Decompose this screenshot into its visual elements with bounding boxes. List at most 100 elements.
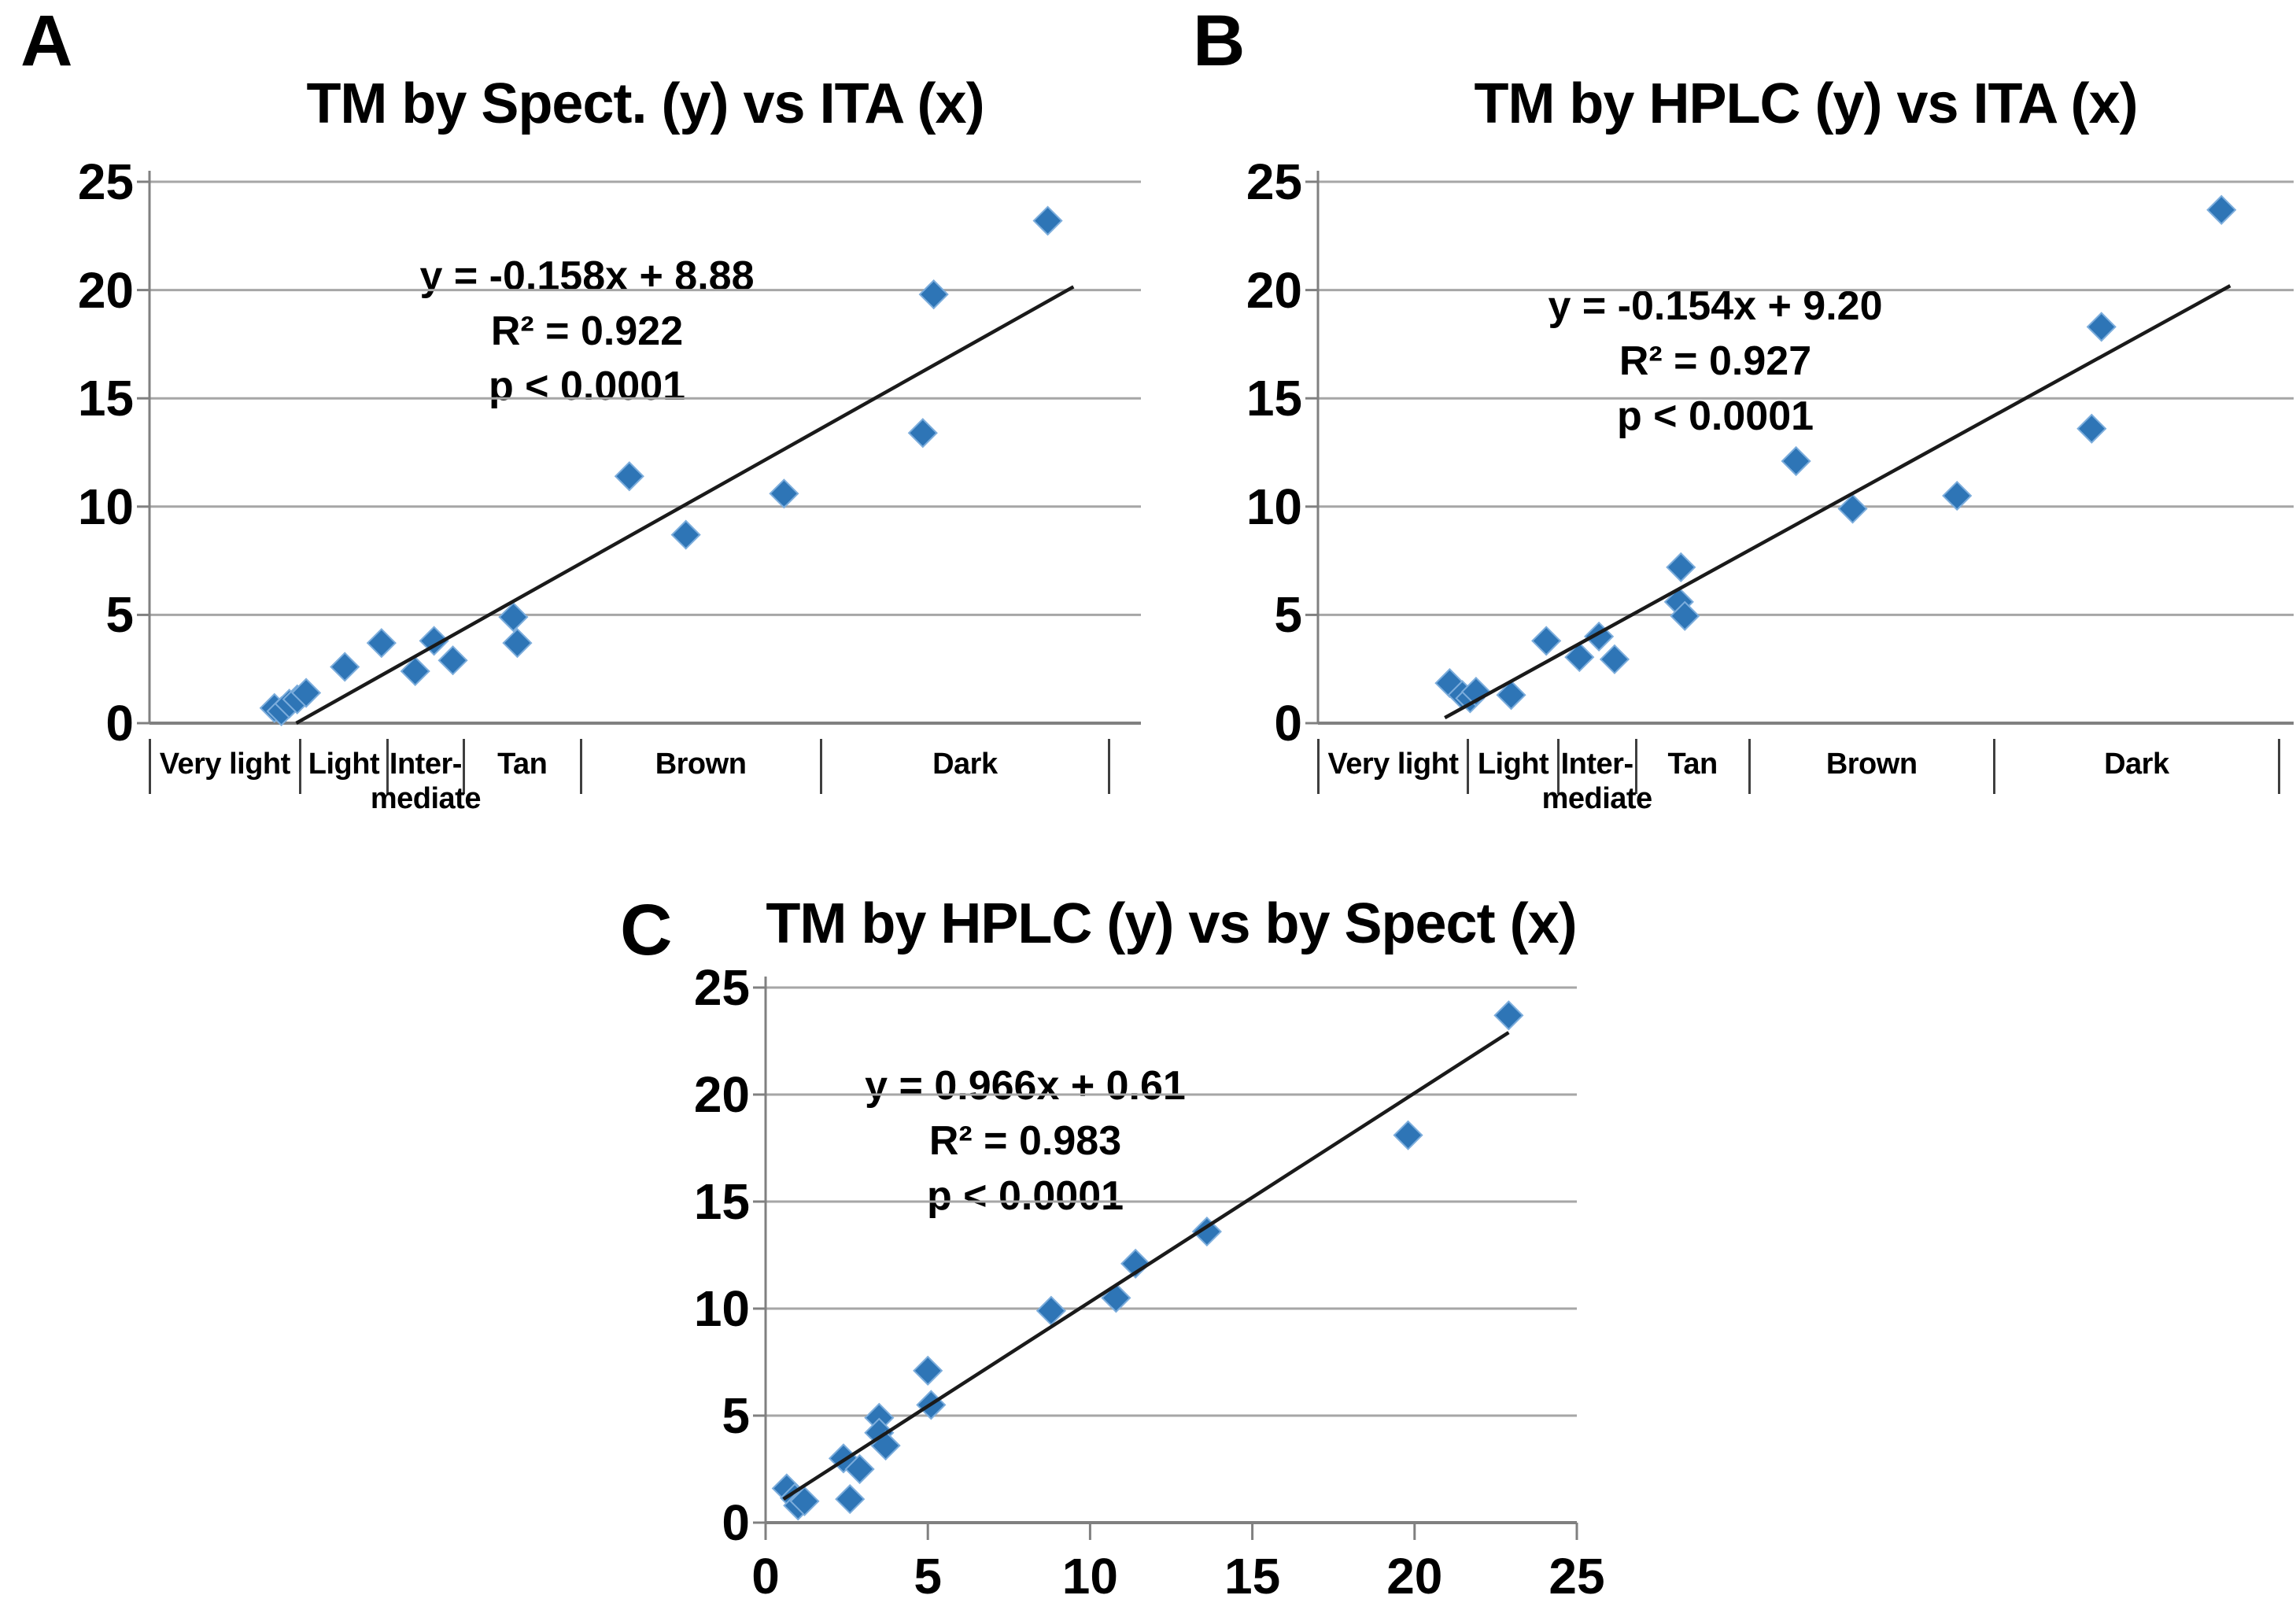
- y-axis-label: 10: [1246, 478, 1302, 535]
- x-category-label: Inter- mediate: [370, 748, 482, 815]
- data-point-marker: [1837, 493, 1868, 524]
- data-point-marker: [1781, 445, 1811, 477]
- chart-a-annotation: y = -0.158x + 8.88 R² = 0.922 p < 0.0001: [419, 249, 754, 414]
- category-tick: [386, 739, 389, 794]
- x-category-label: Light: [308, 748, 380, 781]
- data-point-marker: [330, 652, 360, 682]
- chart-b: TM by HPLC (y) vs ITA (x) y = -0.154x + …: [1246, 72, 2294, 815]
- data-point-marker: [1599, 644, 1630, 674]
- panel-letter-a: A: [20, 1, 73, 81]
- trendline: [295, 285, 1075, 725]
- category-tick: [1556, 739, 1560, 794]
- data-point-marker: [1493, 1000, 1524, 1031]
- x-category-label: Light: [1477, 748, 1549, 781]
- x-axis-label: 25: [1549, 1548, 1605, 1604]
- data-point-marker: [769, 478, 799, 509]
- data-point-marker: [1670, 600, 1700, 631]
- x-axis-label: 15: [1224, 1548, 1281, 1604]
- panel-letter-c: C: [620, 890, 673, 970]
- y-axis-label: 15: [1246, 370, 1302, 427]
- data-point-marker: [498, 602, 529, 633]
- data-point-marker: [1666, 552, 1696, 582]
- y-axis-label: 5: [722, 1387, 750, 1444]
- category-tick: [1316, 739, 1320, 794]
- category-tick: [579, 739, 582, 794]
- y-axis-label: 10: [693, 1280, 750, 1337]
- y-axis-label: 20: [693, 1066, 750, 1123]
- data-point-marker: [502, 628, 533, 659]
- category-tick: [1108, 739, 1111, 794]
- p-value-text: p < 0.0001: [1616, 393, 1814, 439]
- category-tick: [819, 739, 822, 794]
- y-axis-label: 25: [693, 959, 750, 1016]
- x-category-label: Tan: [1667, 748, 1718, 781]
- data-point-marker: [1393, 1120, 1423, 1150]
- x-category-label: Brown: [1825, 748, 1918, 781]
- plot-area-a: [137, 171, 1141, 726]
- y-axis-label: 0: [722, 1494, 750, 1551]
- data-point-marker: [789, 1486, 820, 1516]
- data-point-marker: [1531, 626, 1562, 656]
- data-point-marker: [918, 279, 949, 310]
- data-point-marker: [835, 1483, 866, 1515]
- x-category-label: Tan: [497, 748, 548, 781]
- data-point-marker: [290, 678, 322, 708]
- data-point-marker: [366, 628, 397, 659]
- x-axis-label: 10: [1061, 1548, 1118, 1604]
- x-category-label: Dark: [932, 748, 998, 781]
- y-axis-label: 0: [105, 695, 134, 751]
- data-point-marker: [1496, 680, 1526, 711]
- x-axis-label: 20: [1386, 1548, 1443, 1604]
- data-point-marker: [400, 655, 430, 687]
- chart-c-annotation: y = 0.966x + 0.61 R² = 0.983 p < 0.0001: [865, 1058, 1186, 1224]
- data-point-marker: [1120, 1248, 1151, 1279]
- y-axis-label: 0: [1274, 695, 1302, 751]
- x-category-label: Very light: [1327, 748, 1459, 781]
- p-value-text: p < 0.0001: [488, 364, 686, 409]
- category-tick: [1634, 739, 1637, 794]
- plot-area-c: [753, 977, 1578, 1540]
- panel-letter-b: B: [1193, 1, 1246, 81]
- data-point-marker: [1564, 641, 1595, 673]
- category-tick: [1748, 739, 1751, 794]
- data-point-marker: [437, 645, 468, 676]
- y-axis-label: 10: [77, 478, 134, 535]
- chart-c: TM by HPLC (y) vs by Spect (x) y = 0.966…: [694, 892, 1605, 1604]
- r-squared-text: R² = 0.927: [1619, 338, 1812, 384]
- data-point-marker: [614, 461, 644, 492]
- y-axis-label: 20: [77, 261, 134, 319]
- data-point-marker: [2076, 413, 2107, 444]
- data-point-marker: [1035, 1295, 1067, 1326]
- trendline: [782, 1031, 1510, 1501]
- equation-text: y = 0.966x + 0.61: [865, 1063, 1186, 1109]
- data-point-marker: [1191, 1216, 1222, 1247]
- chart-a: TM by Spect. (y) vs ITA (x) y = -0.158x …: [78, 72, 1141, 815]
- x-category-label: Very light: [159, 748, 291, 781]
- data-point-marker: [2206, 194, 2237, 225]
- y-axis-label: 15: [77, 370, 134, 427]
- plot-area-b: [1305, 171, 2294, 725]
- x-axis-label: 0: [751, 1548, 780, 1604]
- x-axis-label: 5: [914, 1548, 942, 1604]
- data-point-marker: [844, 1453, 875, 1485]
- data-point-marker: [670, 519, 701, 550]
- y-axis-label: 20: [1246, 261, 1302, 319]
- category-tick: [148, 739, 151, 794]
- data-point-marker: [913, 1355, 943, 1386]
- category-tick: [2277, 739, 2280, 794]
- r-squared-text: R² = 0.922: [490, 308, 684, 354]
- x-category-label: Inter- mediate: [1541, 748, 1653, 815]
- category-tick: [462, 739, 465, 794]
- y-axis-label: 5: [105, 586, 134, 644]
- chart-c-title: TM by HPLC (y) vs by Spect (x): [766, 892, 1577, 955]
- data-point-marker: [2086, 312, 2117, 342]
- x-category-label: Brown: [655, 748, 747, 781]
- x-category-label: Dark: [2104, 748, 2169, 781]
- y-axis-label: 25: [77, 153, 134, 210]
- chart-b-title: TM by HPLC (y) vs ITA (x): [1474, 72, 2138, 135]
- trendline: [1444, 284, 2231, 720]
- y-axis-label: 5: [1274, 586, 1302, 644]
- equation-text: y = -0.158x + 8.88: [419, 253, 755, 299]
- category-tick: [299, 739, 302, 794]
- y-axis-label: 15: [693, 1173, 750, 1230]
